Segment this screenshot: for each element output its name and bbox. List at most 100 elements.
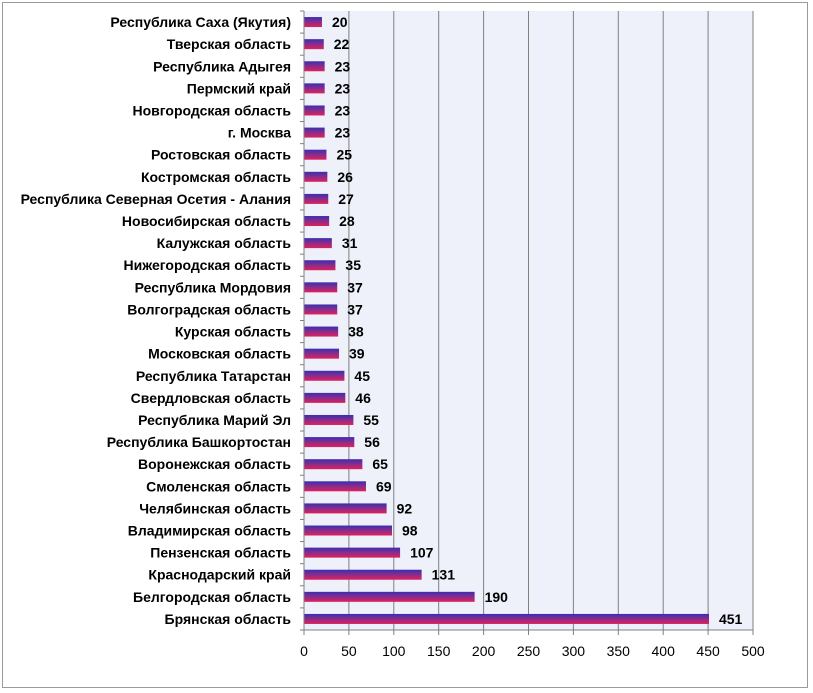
bar (304, 459, 363, 470)
x-tick-label: 400 (652, 643, 676, 659)
x-tick-label: 250 (517, 643, 541, 659)
bar (304, 481, 366, 492)
bar (304, 17, 322, 28)
data-label: 25 (336, 147, 352, 163)
bar (304, 370, 345, 381)
data-label: 92 (397, 500, 413, 516)
bar (304, 149, 327, 160)
category-label: Республика Татарстан (136, 368, 291, 384)
category-label: г. Москва (228, 125, 291, 141)
gridlines (348, 11, 754, 630)
category-labels: Республика Саха (Якутия) Тверская область… (21, 14, 292, 627)
x-tick-label: 300 (562, 643, 586, 659)
bar-chart: Республика Саха (Якутия) Тверская область… (21, 10, 765, 659)
category-label: Республика Адыгея (153, 58, 291, 74)
category-label: Московская область (148, 346, 291, 362)
category-label: Белгородская область (133, 589, 291, 605)
category-label: Республика Саха (Якутия) (110, 14, 291, 30)
data-label: 69 (376, 478, 392, 494)
category-label: Костромская область (141, 169, 291, 185)
category-label: Волгоградская область (127, 301, 291, 317)
category-label: Тверская область (167, 36, 292, 52)
x-tick-label: 100 (382, 643, 406, 659)
bar (304, 83, 325, 94)
category-label: Смоленская область (146, 478, 291, 494)
category-label: Республика Мордовия (135, 279, 291, 295)
bar (304, 547, 401, 558)
bar (304, 216, 330, 227)
bar (304, 569, 422, 580)
bars (304, 17, 709, 624)
bar (304, 348, 340, 359)
data-label: 190 (485, 589, 509, 605)
category-label: Республика Северная Осетия - Алания (21, 191, 291, 207)
x-tick-label: 200 (472, 643, 496, 659)
category-label: Свердловская область (131, 390, 292, 406)
data-label: 20 (332, 14, 348, 30)
data-label: 37 (347, 301, 363, 317)
x-tick-label: 500 (741, 643, 765, 659)
category-label: Новгородская область (132, 102, 291, 118)
data-label: 23 (335, 58, 351, 74)
x-tick-label: 350 (607, 643, 631, 659)
category-label: Челябинская область (139, 500, 291, 516)
data-label: 131 (432, 567, 456, 583)
bar (304, 414, 354, 425)
bar (304, 392, 346, 403)
category-label: Воронежская область (138, 456, 291, 472)
value-labels: 20 22 23 23 23 23 25 26 27 28 31 35 37 37 38 39 45 46 55 56… (332, 14, 743, 627)
data-label: 38 (348, 324, 364, 340)
category-label: Пермский край (187, 80, 291, 96)
data-label: 45 (354, 368, 370, 384)
data-label: 107 (410, 545, 434, 561)
x-tick-label: 0 (300, 643, 308, 659)
bar (304, 127, 325, 138)
category-label: Новосибирская область (122, 213, 291, 229)
bar (304, 503, 387, 514)
data-label: 27 (338, 191, 354, 207)
bar (304, 260, 336, 271)
category-label: Краснодарский край (148, 567, 291, 583)
bar (304, 39, 324, 50)
data-label: 22 (334, 36, 350, 52)
bar (304, 105, 325, 116)
data-label: 35 (345, 257, 361, 273)
x-tick-label: 450 (696, 643, 720, 659)
data-label: 65 (372, 456, 388, 472)
bar (304, 525, 393, 536)
data-label: 23 (335, 80, 351, 96)
bar (304, 193, 329, 204)
x-tick-label: 150 (427, 643, 451, 659)
data-label: 55 (363, 412, 379, 428)
bar (304, 282, 338, 293)
category-label: Республика Марий Эл (138, 412, 291, 428)
category-label: Брянская область (165, 611, 292, 627)
data-label: 46 (355, 390, 371, 406)
data-label: 39 (349, 346, 365, 362)
bar (304, 326, 339, 337)
bar (304, 613, 709, 624)
bar (304, 304, 338, 315)
category-label: Курская область (175, 324, 292, 340)
category-label: Калужская область (157, 235, 292, 251)
bar (304, 238, 332, 249)
category-label: Пензенская область (150, 545, 291, 561)
x-axis-tick-labels: 0 50 100 150 200 250 300 350 400 450 500 (300, 10, 765, 659)
category-label: Республика Башкортостан (107, 434, 291, 450)
data-label: 23 (335, 102, 351, 118)
data-label: 451 (719, 611, 743, 627)
data-label: 56 (364, 434, 380, 450)
bar (304, 171, 328, 182)
data-label: 26 (337, 169, 353, 185)
bar (304, 61, 325, 72)
data-label: 23 (335, 125, 351, 141)
category-label: Ростовская область (151, 147, 291, 163)
data-label: 98 (402, 523, 418, 539)
category-label: Владимирская область (128, 523, 292, 539)
bar (304, 591, 475, 602)
category-label: Нижегородская область (124, 257, 292, 273)
data-label: 31 (342, 235, 358, 251)
data-label: 28 (339, 213, 355, 229)
x-tick-label: 50 (341, 643, 357, 659)
